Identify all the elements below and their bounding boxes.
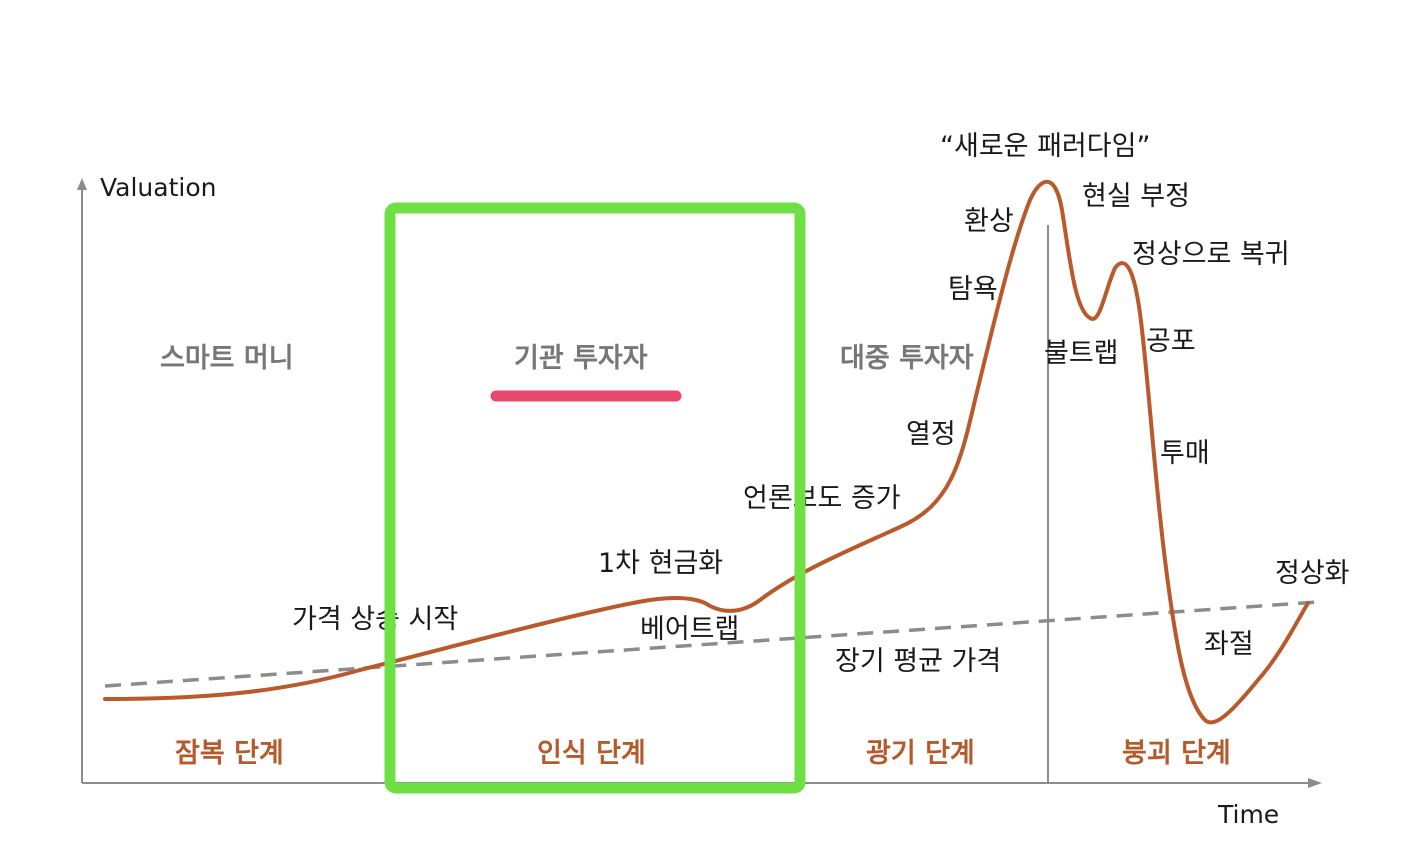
group-public: 대중 투자자 <box>840 343 974 374</box>
annotation-greed: 탐욕 <box>948 274 998 305</box>
group-smart-money: 스마트 머니 <box>160 343 294 374</box>
annotation-return-to-normal: 정상으로 복귀 <box>1132 239 1290 270</box>
annotation-bear-trap: 베어트랩 <box>640 614 739 645</box>
market-cycle-curve <box>103 179 1310 725</box>
annotation-price-rise-start: 가격 상승 시작 <box>292 604 458 635</box>
stage-awareness: 인식 단계 <box>537 738 646 769</box>
annotation-normalization: 정상화 <box>1275 558 1350 589</box>
annotation-media-attention: 언론보도 증가 <box>743 483 901 514</box>
y-axis-label: Valuation <box>100 173 216 202</box>
long-term-mean-line <box>104 600 1319 688</box>
annotation-enthusiasm: 열정 <box>906 419 956 450</box>
highlight-box <box>384 202 806 794</box>
annotation-denial: 현실 부정 <box>1082 181 1190 212</box>
annotation-capitulation: 투매 <box>1160 438 1210 469</box>
annotation-fear: 공포 <box>1146 326 1196 357</box>
x-axis-arrow-icon <box>1308 778 1322 788</box>
stage-mania: 광기 단계 <box>866 738 975 769</box>
x-axis-label: Time <box>1217 800 1279 829</box>
y-axis-arrow-icon <box>77 178 87 190</box>
annotation-first-sell-off: 1차 현금화 <box>598 548 723 579</box>
stage-stealth: 잠복 단계 <box>175 738 284 769</box>
annotation-new-paradigm: “새로운 패러다임” <box>940 131 1150 162</box>
annotation-bull-trap: 불트랩 <box>1044 338 1119 369</box>
group-institutional: 기관 투자자 <box>514 343 648 374</box>
annotation-delusion: 환상 <box>964 206 1014 237</box>
annotation-long-term-mean: 장기 평균 가격 <box>835 646 1001 677</box>
annotation-despair: 좌절 <box>1204 629 1254 660</box>
stage-blowoff: 붕괴 단계 <box>1122 738 1231 769</box>
